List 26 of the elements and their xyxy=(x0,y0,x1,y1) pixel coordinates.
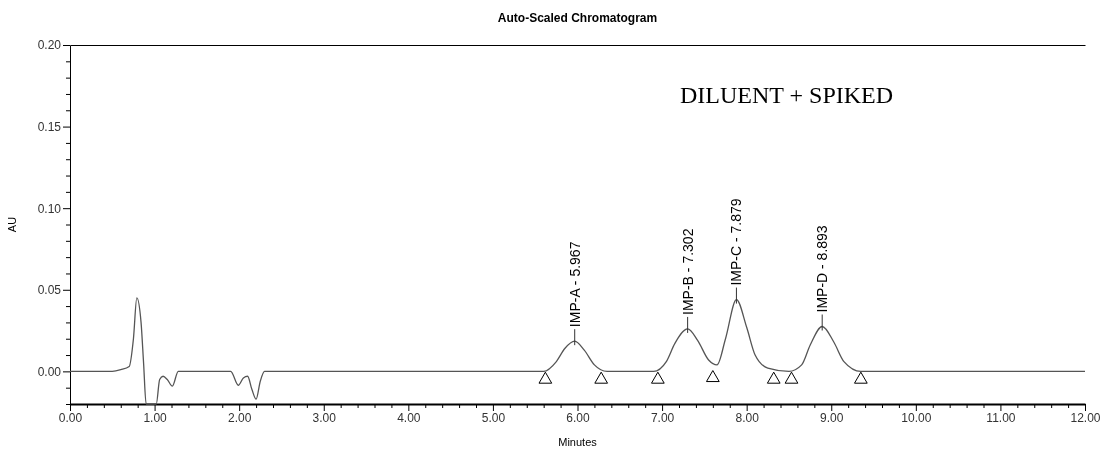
x-tick-label: 0.00 xyxy=(58,410,83,425)
annotation: DILUENT + SPIKED xyxy=(680,82,894,108)
x-tick-label: 12.00 xyxy=(1070,410,1101,425)
y-tick-label: 0.00 xyxy=(37,364,62,379)
x-tick-label: 5.00 xyxy=(481,410,506,425)
x-tick-label: 6.00 xyxy=(566,410,590,425)
y-tick-label: 0.05 xyxy=(37,283,62,298)
x-tick-label: 11.00 xyxy=(986,410,1016,425)
x-tick-label: 10.00 xyxy=(901,410,932,425)
annotation: IMP-D - 8.893 xyxy=(814,225,831,313)
y-tick-label: 0.15 xyxy=(37,119,62,134)
x-tick-label: 1.00 xyxy=(143,410,168,425)
annotation: IMP-C - 7.879 xyxy=(728,198,745,286)
x-axis-title: Minutes xyxy=(558,436,598,448)
x-tick-label: 2.00 xyxy=(227,410,252,425)
chart-title: Auto-Scaled Chromatogram xyxy=(497,11,658,25)
annotation: IMP-A - 5.967 xyxy=(566,241,583,328)
y-axis-title: AU xyxy=(6,216,18,233)
x-tick-label: 3.00 xyxy=(312,410,337,425)
annotation: IMP-B - 7.302 xyxy=(679,228,696,315)
x-tick-label: 8.00 xyxy=(735,410,760,425)
x-tick-label: 7.00 xyxy=(650,410,675,425)
y-tick-label: 0.20 xyxy=(37,38,62,53)
x-tick-label: 4.00 xyxy=(397,410,421,425)
x-tick-label: 9.00 xyxy=(820,410,844,425)
y-tick-label: 0.10 xyxy=(37,201,62,216)
